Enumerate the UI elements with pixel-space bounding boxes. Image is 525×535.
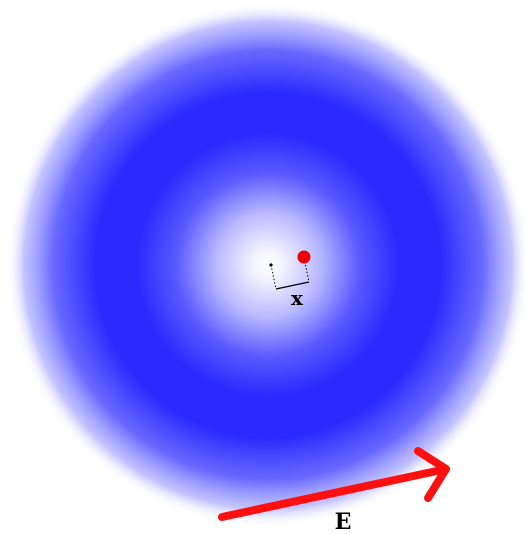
field-label: E <box>335 509 352 535</box>
center-dotted-line <box>270 264 277 290</box>
electron-cloud <box>6 3 525 527</box>
nucleus-charge <box>297 250 311 264</box>
displacement-label: x <box>291 286 304 310</box>
displacement-bracket <box>275 281 310 290</box>
field-arrow <box>218 447 450 521</box>
